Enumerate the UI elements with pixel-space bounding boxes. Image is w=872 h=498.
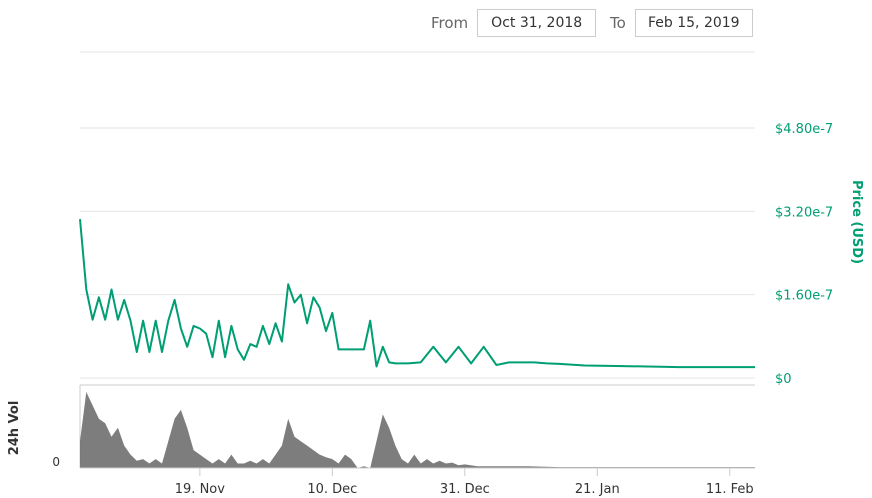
to-date-input[interactable]: Feb 15, 2019 <box>634 9 753 37</box>
to-label: To <box>610 14 626 32</box>
x-tick-label: 19. Nov <box>175 482 225 497</box>
x-tick-label: 21. Jan <box>575 482 620 497</box>
volume-area <box>80 392 755 468</box>
x-tick-label: 10. Dec <box>307 482 357 497</box>
volume-axis-title: 24h Vol <box>7 401 22 456</box>
price-tick-label: $4.80e-7 <box>775 122 833 137</box>
from-date-input[interactable]: Oct 31, 2018 <box>477 9 597 37</box>
price-axis-title: Price (USD) <box>849 180 864 264</box>
price-line <box>79 219 755 369</box>
price-tick-label: $0 <box>775 372 792 387</box>
x-axis-ticks: 19. Nov 10. Dec 31. Dec 21. Jan 11. Feb <box>175 468 754 497</box>
x-tick-label: 11. Feb <box>706 482 754 497</box>
price-tick-label: $3.20e-7 <box>775 205 833 220</box>
from-date-group: From Oct 31, 2018 <box>431 9 597 37</box>
volume-zero-label: 0 <box>52 455 60 469</box>
from-label: From <box>431 14 469 32</box>
price-gridlines <box>80 51 755 379</box>
to-date-group: To Feb 15, 2019 <box>610 9 753 37</box>
price-tick-label: $1.60e-7 <box>775 289 833 304</box>
price-axis-ticks: $0 $1.60e-7 $3.20e-7 $4.80e-7 <box>775 122 833 387</box>
x-tick-label: 31. Dec <box>440 482 490 497</box>
